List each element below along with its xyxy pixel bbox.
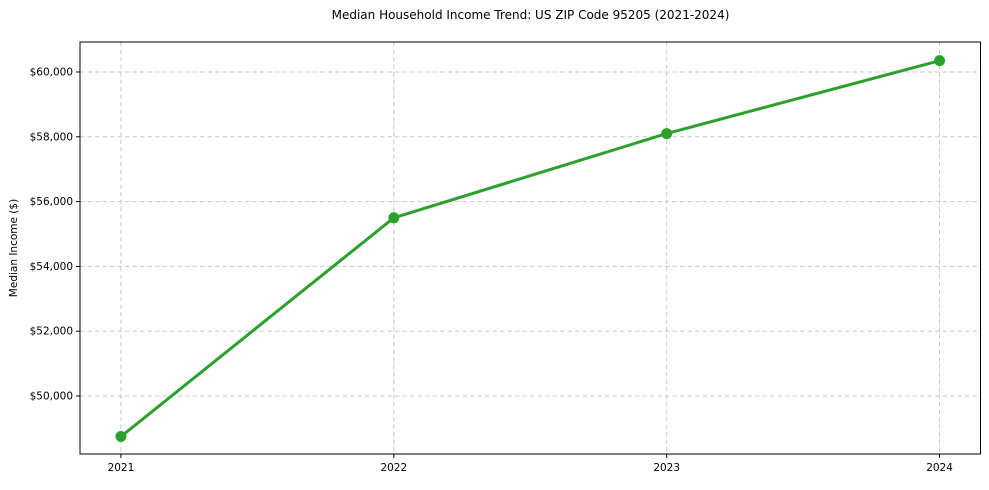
y-tick-label: $54,000 xyxy=(30,261,73,273)
data-point xyxy=(661,128,673,140)
x-tick-label: 2023 xyxy=(653,462,680,474)
data-point xyxy=(388,212,400,224)
y-tick-label: $56,000 xyxy=(30,196,73,208)
y-tick-label: $58,000 xyxy=(30,131,73,143)
x-tick-label: 2021 xyxy=(108,462,135,474)
data-point xyxy=(115,431,127,443)
x-tick-label: 2024 xyxy=(926,462,953,474)
axes-spines xyxy=(79,41,981,455)
x-tick-label: 2022 xyxy=(380,462,407,474)
y-tick-label: $50,000 xyxy=(30,391,73,403)
trend-line xyxy=(119,59,942,439)
y-axis-label: Median Income ($) xyxy=(8,198,20,298)
chart-title: Median Household Income Trend: US ZIP Co… xyxy=(331,8,730,22)
data-point xyxy=(934,55,946,67)
y-tick-label: $60,000 xyxy=(30,67,73,79)
y-tick-label: $52,000 xyxy=(30,326,73,338)
